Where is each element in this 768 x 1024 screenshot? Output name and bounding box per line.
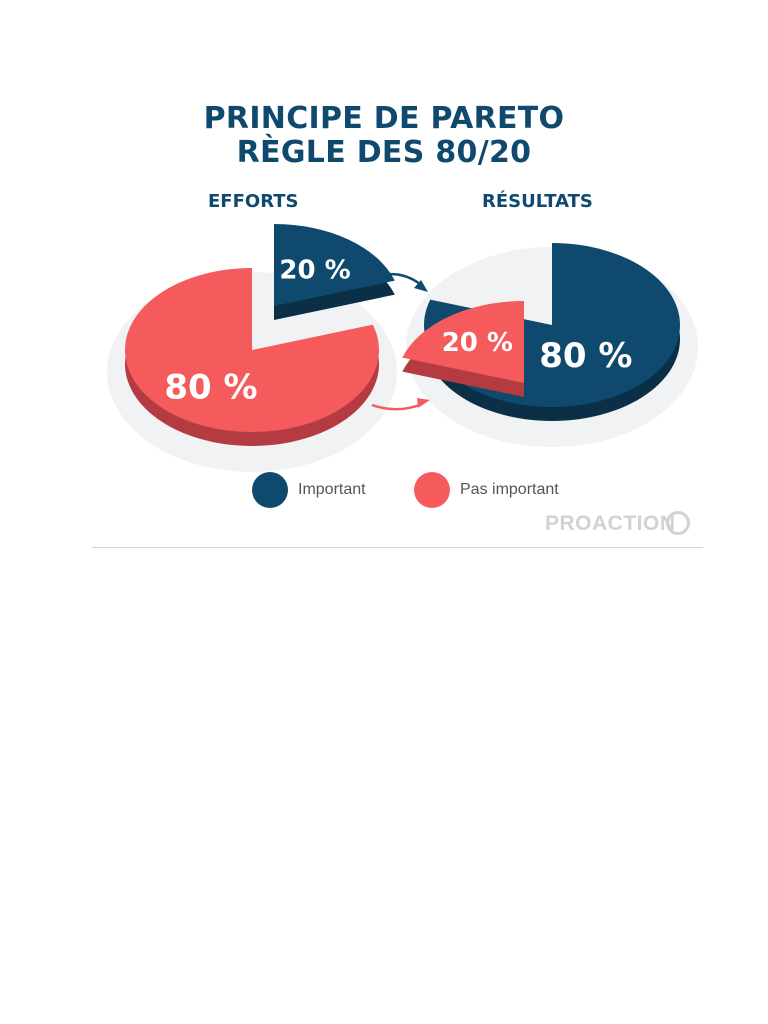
chart-title: PRINCIPE DE PARETO RÈGLE DES 80/20 bbox=[0, 102, 768, 170]
legend-label-pas-important: Pas important bbox=[460, 481, 559, 498]
brand-logo: PROACTION bbox=[545, 512, 676, 535]
resultats-slice-0-label: 80 % bbox=[539, 336, 632, 376]
efforts-pie: 20 % 80 % bbox=[107, 224, 397, 472]
legend-label-important: Important bbox=[298, 481, 366, 498]
title-line-1: PRINCIPE DE PARETO bbox=[203, 101, 565, 136]
efforts-slice-0 bbox=[274, 224, 395, 306]
arrow-important bbox=[371, 272, 421, 286]
divider bbox=[92, 547, 703, 548]
legend-swatch-pas-important bbox=[414, 472, 450, 508]
brand-logo-icon bbox=[666, 511, 690, 535]
resultats-pie: 80 % 20 % bbox=[402, 243, 698, 447]
legend-item-important: Important bbox=[252, 472, 366, 508]
legend-swatch-important bbox=[252, 472, 288, 508]
resultats-slice-1-label: 20 % bbox=[442, 328, 513, 358]
legend-item-pas-important: Pas important bbox=[414, 472, 559, 508]
efforts-slice-1-label: 80 % bbox=[164, 367, 257, 407]
legend: Important Pas important bbox=[0, 472, 768, 512]
resultats-label: RÉSULTATS bbox=[482, 191, 593, 212]
title-line-2: RÈGLE DES 80/20 bbox=[236, 135, 532, 170]
efforts-slice-0-label: 20 % bbox=[279, 256, 350, 286]
arrow-important-head bbox=[414, 280, 428, 292]
efforts-label: EFFORTS bbox=[208, 191, 299, 212]
resultats-slice-1 bbox=[402, 301, 524, 383]
arrow-pas-important-head bbox=[417, 398, 430, 408]
efforts-slice-1 bbox=[124, 268, 379, 432]
